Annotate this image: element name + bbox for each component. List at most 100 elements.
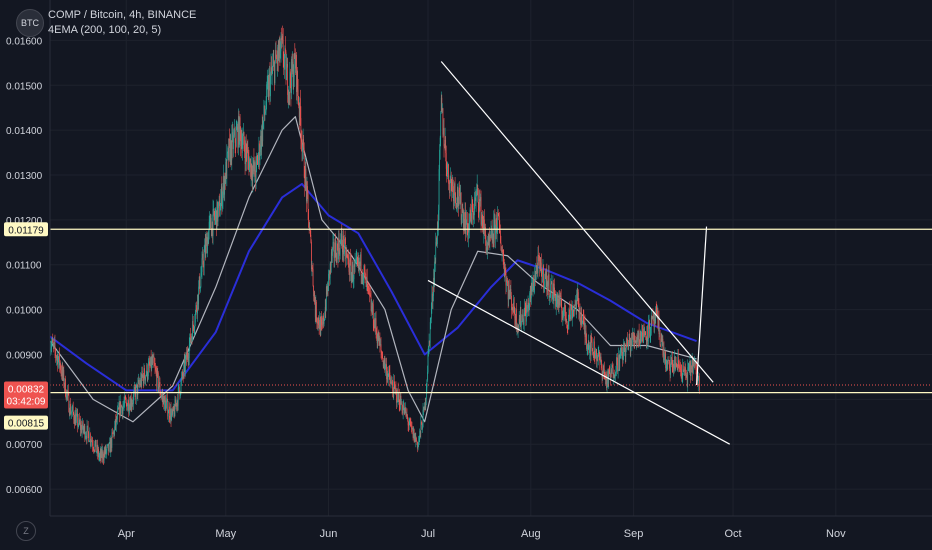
candle (691, 365, 692, 373)
candle (408, 418, 410, 431)
candle (213, 200, 214, 216)
candle (507, 280, 509, 309)
candle-body (476, 191, 477, 195)
candle (84, 424, 86, 442)
x-tick-label: Sep (624, 528, 644, 540)
candle-body (364, 271, 366, 274)
candle (595, 348, 597, 358)
symbol-badge[interactable]: BTC (16, 9, 44, 37)
candle (71, 403, 73, 412)
candle (439, 144, 440, 181)
trend-line[interactable] (427, 279, 731, 445)
candle (466, 212, 468, 236)
candle-body (389, 372, 391, 380)
trend-lines[interactable] (427, 61, 731, 445)
candle-body (589, 347, 590, 354)
candle (530, 285, 532, 308)
candle-body (178, 386, 180, 388)
candle-body (403, 405, 405, 414)
candle-body (119, 401, 121, 416)
candle-body (279, 38, 281, 58)
candle (613, 372, 615, 385)
candle-body (148, 364, 149, 377)
candle (312, 262, 314, 287)
candle (172, 403, 174, 418)
candle-body (590, 336, 592, 356)
candle-body (444, 146, 445, 149)
candle-body (623, 342, 625, 350)
trend-line[interactable] (695, 226, 708, 386)
candle-body (530, 282, 532, 299)
candle (624, 343, 626, 364)
horizontal-levels[interactable] (50, 228, 932, 394)
candle (299, 89, 301, 126)
candle-body (619, 350, 621, 356)
candle (235, 138, 237, 158)
candle (501, 246, 503, 262)
candle (89, 432, 91, 447)
indicator-label[interactable]: 4EMA (200, 100, 20, 5) (48, 24, 162, 36)
candle-body (331, 252, 333, 256)
candle (488, 234, 490, 246)
x-axis[interactable]: Apr May Jun Jul Aug Sep Oct Nov (118, 528, 846, 540)
candle (449, 179, 450, 199)
candle (79, 419, 81, 425)
candle (182, 371, 184, 383)
candle-body (316, 301, 317, 321)
candle-body (372, 304, 374, 326)
candle-body (591, 341, 593, 349)
candle (59, 347, 60, 373)
candle-body (526, 305, 527, 322)
candle-body (176, 400, 178, 407)
candle (236, 121, 238, 133)
candle-body (645, 337, 647, 342)
candle (407, 417, 409, 432)
candle-body (576, 293, 578, 298)
candle (521, 314, 523, 323)
candle-body (423, 407, 424, 410)
candle (195, 302, 197, 316)
candle-body (679, 366, 681, 369)
candle (416, 436, 417, 442)
candle (209, 213, 211, 229)
candle-body (357, 260, 359, 265)
candle-body (471, 204, 473, 223)
candle (339, 248, 340, 263)
candle-body (451, 182, 453, 192)
candle (159, 375, 160, 388)
candle-body (648, 320, 650, 322)
candle-body (676, 367, 678, 369)
candle (275, 42, 276, 64)
candle (272, 50, 274, 67)
candle-body (371, 306, 373, 314)
candle (197, 293, 199, 311)
candle (301, 129, 302, 152)
candle (558, 294, 559, 313)
candle (459, 181, 460, 197)
candle-body (695, 363, 697, 368)
candle-body (112, 432, 113, 434)
candle-body (240, 129, 242, 146)
candle (254, 156, 256, 177)
y-axis[interactable]: 0.006000.007000.008000.009000.010000.011… (6, 36, 43, 496)
candle (121, 404, 123, 408)
candle-body (659, 333, 660, 335)
candle (534, 270, 536, 287)
candle (639, 329, 641, 349)
candle (655, 301, 657, 316)
candle (78, 412, 80, 426)
candle-body (470, 215, 472, 223)
zoom-icon[interactable]: Z (16, 521, 36, 541)
candle (69, 400, 71, 420)
candle-body (627, 339, 628, 345)
candle-body (62, 366, 64, 376)
candle-body (480, 197, 481, 202)
candle-body (201, 258, 203, 272)
candle-body (645, 334, 647, 338)
candle-body (526, 305, 528, 312)
candle-body (618, 355, 620, 371)
candle (194, 314, 196, 337)
trend-line[interactable] (440, 61, 714, 383)
candle (657, 307, 659, 330)
